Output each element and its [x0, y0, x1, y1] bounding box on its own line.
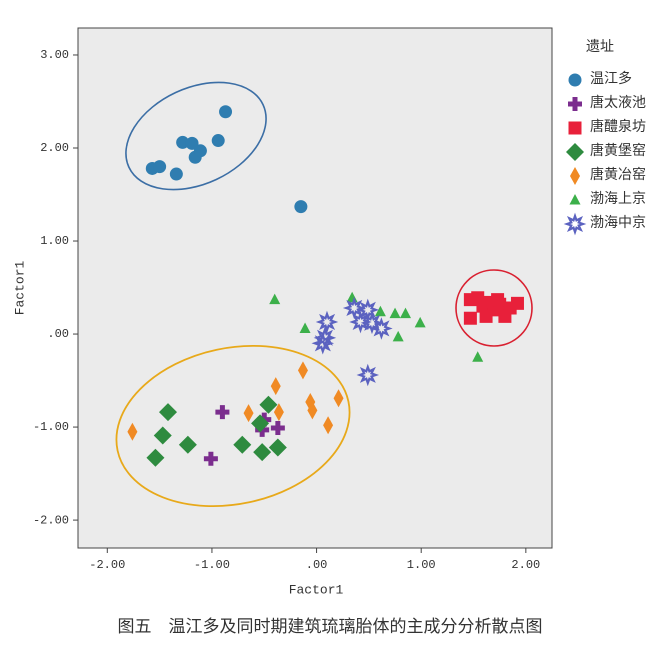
point: [268, 438, 287, 457]
legend-marker: [568, 73, 582, 87]
y-tick-label: -1.00: [33, 420, 69, 434]
point: [307, 401, 318, 420]
point: [158, 403, 177, 422]
point: [294, 200, 308, 214]
point: [297, 361, 308, 380]
cluster-ellipse: [115, 344, 351, 508]
point: [243, 404, 254, 423]
point: [414, 316, 426, 328]
legend-label: 唐太液池: [590, 94, 646, 111]
point: [270, 377, 281, 396]
point: [315, 310, 339, 334]
point: [374, 305, 386, 317]
point: [203, 451, 218, 466]
legend-title: 遗址: [586, 39, 614, 55]
point: [219, 105, 233, 119]
cluster-ellipse: [455, 269, 533, 347]
point: [360, 311, 384, 335]
point: [349, 310, 372, 334]
point: [259, 395, 278, 414]
x-tick-label: -1.00: [194, 558, 230, 572]
y-tick-label: .00: [47, 327, 69, 341]
point: [153, 160, 167, 174]
point: [211, 134, 225, 148]
point: [333, 389, 344, 408]
point: [472, 351, 484, 362]
point: [153, 426, 172, 445]
legend-marker: [566, 143, 584, 161]
y-tick-label: 2.00: [40, 141, 69, 155]
x-tick-label: 2.00: [511, 558, 540, 572]
point: [176, 135, 190, 149]
point: [178, 435, 197, 454]
caption: 图五 温江多及同时期建筑琉璃胎体的主成分分析散点图: [118, 617, 543, 636]
point: [356, 363, 380, 387]
legend-marker: [570, 167, 580, 185]
point: [400, 307, 412, 319]
point: [389, 307, 401, 319]
legend-label: 唐黄冶窑: [590, 166, 646, 183]
point: [233, 435, 252, 454]
legend-marker: [563, 212, 587, 236]
x-tick-label: 1.00: [407, 558, 436, 572]
point: [299, 322, 311, 333]
point: [370, 317, 393, 340]
point: [510, 296, 524, 310]
point: [169, 167, 183, 181]
point: [311, 331, 335, 355]
y-tick-label: 3.00: [40, 48, 69, 62]
point: [463, 311, 477, 325]
point: [270, 421, 285, 435]
point: [479, 309, 493, 323]
y-axis-label: Factor1: [12, 260, 27, 315]
cluster-ellipse: [125, 81, 267, 191]
y-tick-label: 1.00: [40, 234, 69, 248]
point: [146, 448, 165, 467]
y-tick-label: -2.00: [33, 513, 69, 527]
point: [273, 403, 284, 422]
point: [193, 144, 207, 158]
point: [253, 443, 272, 462]
legend-label: 渤海中京: [590, 215, 646, 231]
plot-area: [77, 27, 553, 549]
point: [491, 293, 505, 307]
x-tick-label: -2.00: [89, 558, 125, 572]
legend-marker: [568, 97, 582, 111]
point: [127, 422, 138, 441]
x-tick-label: .00: [306, 558, 328, 572]
point: [269, 293, 281, 305]
point: [251, 414, 270, 433]
point: [323, 416, 334, 435]
legend-label: 唐黄堡窑: [590, 142, 646, 159]
legend-label: 渤海上京: [590, 191, 646, 207]
legend-marker: [569, 194, 581, 205]
legend-label: 唐醴泉坊: [590, 118, 646, 135]
point: [313, 326, 337, 350]
point: [185, 136, 199, 150]
point: [392, 330, 404, 342]
legend-label: 温江多: [590, 70, 632, 87]
point: [215, 405, 230, 420]
x-axis-label: Factor1: [289, 582, 344, 597]
legend-marker: [568, 121, 582, 135]
